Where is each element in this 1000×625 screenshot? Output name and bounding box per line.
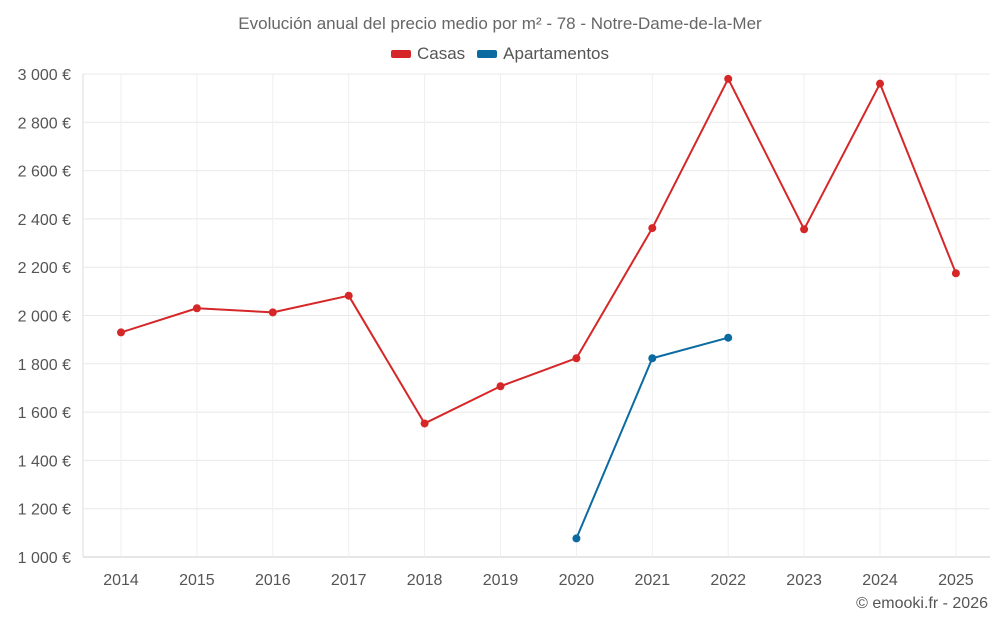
data-point-casas xyxy=(572,354,581,363)
data-point-apartamentos xyxy=(648,354,657,363)
x-tick-label: 2018 xyxy=(407,572,443,589)
data-point-casas xyxy=(268,308,277,317)
x-tick-label: 2017 xyxy=(331,572,367,589)
data-point-casas xyxy=(496,382,505,391)
y-tick-label: 1 600 € xyxy=(18,405,71,422)
chart-legend: Casas Apartamentos xyxy=(0,44,1000,64)
y-tick-label: 2 000 € xyxy=(18,309,71,326)
data-point-casas xyxy=(800,225,809,234)
credit-text: © emooki.fr - 2026 xyxy=(856,595,988,612)
y-tick-label: 1 400 € xyxy=(18,453,71,470)
legend-swatch-casas xyxy=(390,50,411,58)
x-tick-label: 2015 xyxy=(179,572,215,589)
chart-title: Evolución anual del precio medio por m² … xyxy=(238,14,762,33)
x-tick-label: 2014 xyxy=(103,572,139,589)
data-point-casas xyxy=(420,419,429,428)
y-tick-label: 2 600 € xyxy=(18,164,71,181)
legend-label-apartamentos: Apartamentos xyxy=(503,44,610,63)
x-tick-label: 2024 xyxy=(862,572,898,589)
data-point-casas xyxy=(724,74,733,83)
data-point-casas xyxy=(876,79,884,88)
y-tick-label: 2 400 € xyxy=(18,212,71,229)
y-tick-label: 1 800 € xyxy=(18,357,71,374)
x-tick-label: 2023 xyxy=(786,572,822,589)
data-point-casas xyxy=(192,304,201,313)
x-tick-label: 2020 xyxy=(559,572,595,589)
x-tick-label: 2021 xyxy=(635,572,671,589)
x-tick-label: 2019 xyxy=(483,572,519,589)
data-point-apartamentos xyxy=(572,534,581,543)
legend-item-apartamentos[interactable]: Apartamentos xyxy=(477,44,609,64)
y-tick-label: 2 200 € xyxy=(18,260,71,277)
x-tick-label: 2022 xyxy=(710,572,746,589)
data-point-casas xyxy=(117,328,125,337)
data-point-casas xyxy=(648,224,657,233)
x-tick-label: 2016 xyxy=(255,572,291,589)
data-point-casas xyxy=(344,291,353,300)
y-tick-label: 1 000 € xyxy=(18,550,71,567)
data-point-apartamentos xyxy=(724,333,733,342)
y-tick-label: 3 000 € xyxy=(18,67,71,84)
legend-swatch-apartamentos xyxy=(477,50,498,58)
y-tick-label: 2 800 € xyxy=(18,115,71,132)
legend-item-casas[interactable]: Casas xyxy=(390,44,466,64)
legend-label-casas: Casas xyxy=(416,44,466,63)
x-tick-label: 2025 xyxy=(938,572,974,589)
series-line-casas xyxy=(120,77,957,425)
y-tick-label: 1 200 € xyxy=(18,502,71,519)
data-point-casas xyxy=(951,269,960,278)
